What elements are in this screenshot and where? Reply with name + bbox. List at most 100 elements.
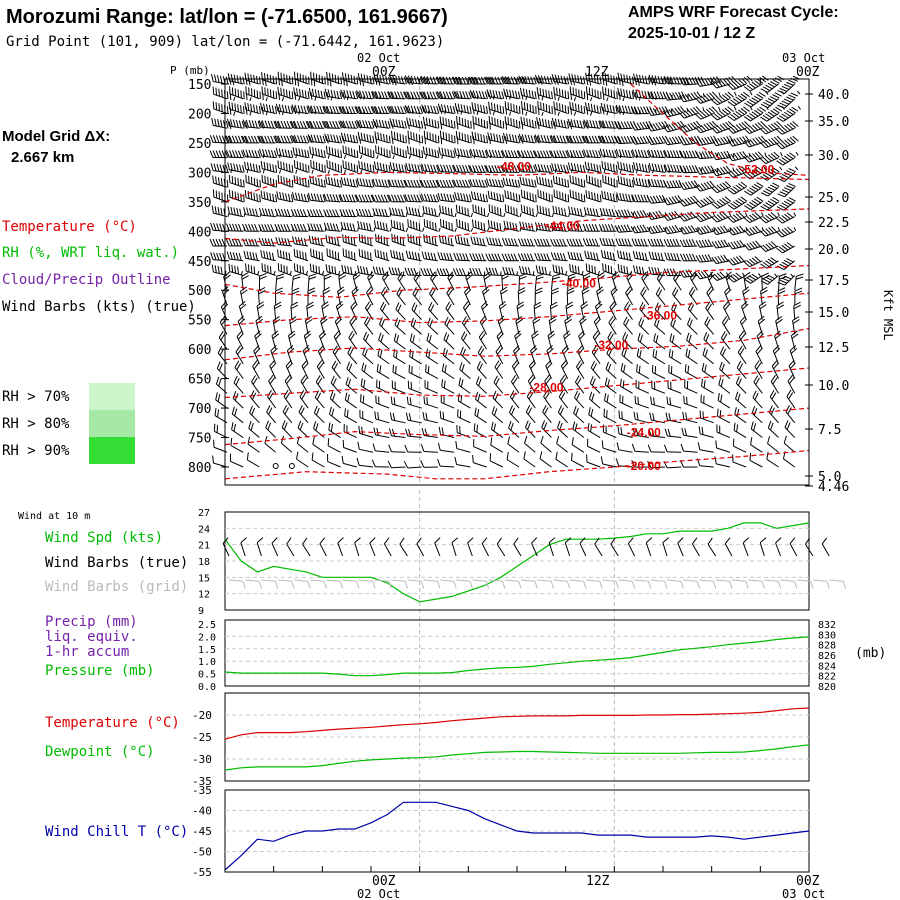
wind-barb [307, 105, 333, 114]
barb-flag [727, 204, 735, 210]
barb-flag [561, 266, 564, 275]
barb-flag [494, 149, 499, 158]
barb-flag [293, 106, 297, 115]
barb-flag [531, 90, 534, 99]
barb-flag [739, 239, 745, 247]
barb-flag [674, 136, 680, 144]
barb-flag [760, 135, 767, 143]
barb-flag [378, 332, 382, 341]
barb-flag [215, 102, 218, 110]
barb-flag [365, 120, 369, 128]
barb-flag [474, 220, 477, 228]
barb-flag [583, 207, 587, 215]
barb-flag [391, 145, 393, 154]
barb-flag [622, 251, 626, 260]
barb-flag [342, 106, 347, 114]
barb-flag [688, 150, 693, 158]
barb-flag [313, 223, 317, 232]
barb-flag [424, 104, 428, 113]
barb-flag [770, 153, 778, 159]
barb-flag [354, 120, 359, 129]
barb-flag [746, 215, 753, 222]
barb-flag [792, 121, 799, 127]
barb-flag [435, 194, 440, 203]
barb-flag [792, 319, 800, 324]
barb-flag [351, 303, 358, 311]
barb-flag [246, 162, 250, 170]
barb-flag [565, 301, 573, 307]
barb-flag [588, 190, 591, 199]
barb-flag [423, 268, 428, 276]
barb-flag [720, 239, 726, 248]
barb-flag [540, 253, 544, 261]
barb-flag [405, 162, 409, 171]
wind-barb [759, 121, 783, 135]
barb-flag [306, 194, 310, 203]
barb-flag [339, 120, 344, 128]
barb-flag [387, 120, 391, 129]
barb-flag [277, 224, 282, 232]
barb-staff [521, 272, 536, 276]
barb-flag [466, 238, 469, 246]
barb-flag [288, 90, 291, 99]
barb-flag [693, 121, 699, 129]
barb-half-flag [548, 271, 551, 276]
wind-barb [339, 209, 359, 218]
barb-staff [761, 276, 763, 291]
barb-flag [339, 209, 344, 217]
barb-flag [408, 163, 412, 171]
barb-flag [604, 224, 609, 232]
barb-flag [582, 238, 587, 246]
barb-flag [259, 148, 263, 157]
barb-flag [428, 236, 431, 244]
barb-flag [563, 164, 567, 173]
barb-flag [417, 208, 421, 217]
barb-flag [592, 208, 596, 217]
barb-flag [540, 238, 544, 247]
barb-flag [526, 150, 531, 158]
barb-flag [438, 91, 443, 99]
barb-flag [531, 223, 534, 232]
wind-barb [245, 174, 261, 188]
barb-flag [419, 106, 424, 114]
wind-barb [374, 249, 390, 262]
barb-flag [491, 165, 496, 173]
barb-flag [281, 148, 285, 157]
barb-flag [258, 76, 261, 85]
barb-flag [554, 163, 558, 172]
barb-flag [377, 132, 380, 140]
barb-staff [594, 306, 601, 320]
barb-flag [714, 240, 720, 248]
barb-flag [253, 192, 256, 201]
barb-half-flag [327, 169, 330, 174]
barb-staff [784, 275, 796, 286]
barb-staff [641, 277, 650, 291]
barb-flag [617, 121, 623, 129]
wind-barb [445, 301, 455, 320]
wind-barb [306, 209, 326, 218]
barb-flag [404, 194, 409, 202]
barb-half-flag [551, 212, 555, 218]
barb-flag [436, 76, 441, 84]
barb-flag [682, 253, 687, 262]
wind-barb [429, 286, 439, 306]
wind-barb [340, 221, 359, 232]
barb-flag [604, 87, 607, 96]
barb-flag [746, 172, 753, 178]
barb-flag [254, 330, 261, 337]
barb-flag [354, 106, 359, 114]
barb-flag [762, 114, 770, 120]
barb-flag [586, 149, 590, 158]
barb-flag [470, 120, 472, 129]
barb-flag [215, 87, 218, 96]
barb-half-flag [734, 91, 737, 96]
barb-flag [698, 151, 704, 159]
barb-flag [539, 87, 542, 96]
barb-staff [350, 306, 358, 320]
barb-flag [786, 241, 794, 248]
barb-flag [681, 111, 688, 118]
barb-flag [390, 219, 393, 228]
barb-flag [615, 238, 620, 246]
barb-flag [337, 289, 345, 295]
wind-barb [706, 286, 715, 306]
